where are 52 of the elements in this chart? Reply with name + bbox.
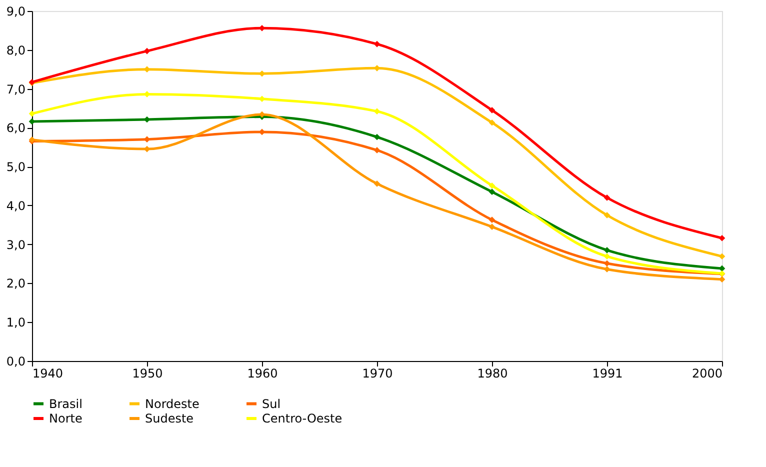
legend-label: Sudeste (145, 412, 194, 426)
point (604, 260, 610, 267)
point (258, 70, 266, 77)
point (718, 253, 726, 260)
point (488, 188, 496, 195)
point (144, 116, 150, 123)
point (28, 118, 36, 125)
legend-label: Nordeste (145, 396, 200, 411)
legend-label: Sul (262, 396, 281, 411)
point (374, 134, 380, 140)
point (604, 247, 610, 254)
y-tick-label: 0,0 (6, 354, 26, 368)
point (144, 48, 150, 54)
y-tick-label: 6,0 (6, 121, 26, 136)
x-tick-label: 1970 (362, 366, 393, 380)
point (488, 224, 496, 230)
point (374, 108, 380, 114)
x-tick-label: 1950 (132, 366, 163, 380)
y-tick-label: 4,0 (6, 198, 26, 213)
y-tick-label: 9,0 (6, 4, 26, 18)
x-tick-label: 1991 (592, 366, 623, 380)
point (604, 253, 610, 260)
point (718, 234, 726, 242)
y-tick-label: 3,0 (6, 238, 26, 252)
x-tick-label: 2000 (692, 366, 722, 380)
y-tick-label: 1,0 (6, 316, 26, 330)
point (488, 216, 496, 223)
x-tick-label: 1940 (32, 366, 64, 380)
legend-label: Brasil (49, 396, 82, 411)
point (144, 66, 150, 72)
point (374, 40, 380, 48)
legend-label: Norte (49, 412, 82, 426)
x-tick-label: 1960 (247, 366, 278, 380)
legend-label: Centro-Oeste (262, 412, 342, 426)
y-tick-label: 8,0 (6, 43, 26, 58)
point (258, 111, 266, 118)
point (488, 182, 496, 189)
y-tick-label: 7,0 (6, 82, 26, 96)
point (488, 107, 496, 114)
point (374, 180, 380, 187)
point (28, 110, 36, 117)
point (488, 119, 496, 126)
point (604, 266, 610, 272)
y-tick-label: 2,0 (6, 276, 26, 291)
y-tick-label: 5,0 (6, 160, 26, 174)
point (604, 212, 610, 218)
point (374, 147, 380, 154)
point (144, 146, 150, 152)
x-tick-label: 1980 (477, 366, 508, 380)
point (258, 128, 266, 136)
point (604, 194, 610, 201)
point (718, 265, 726, 272)
